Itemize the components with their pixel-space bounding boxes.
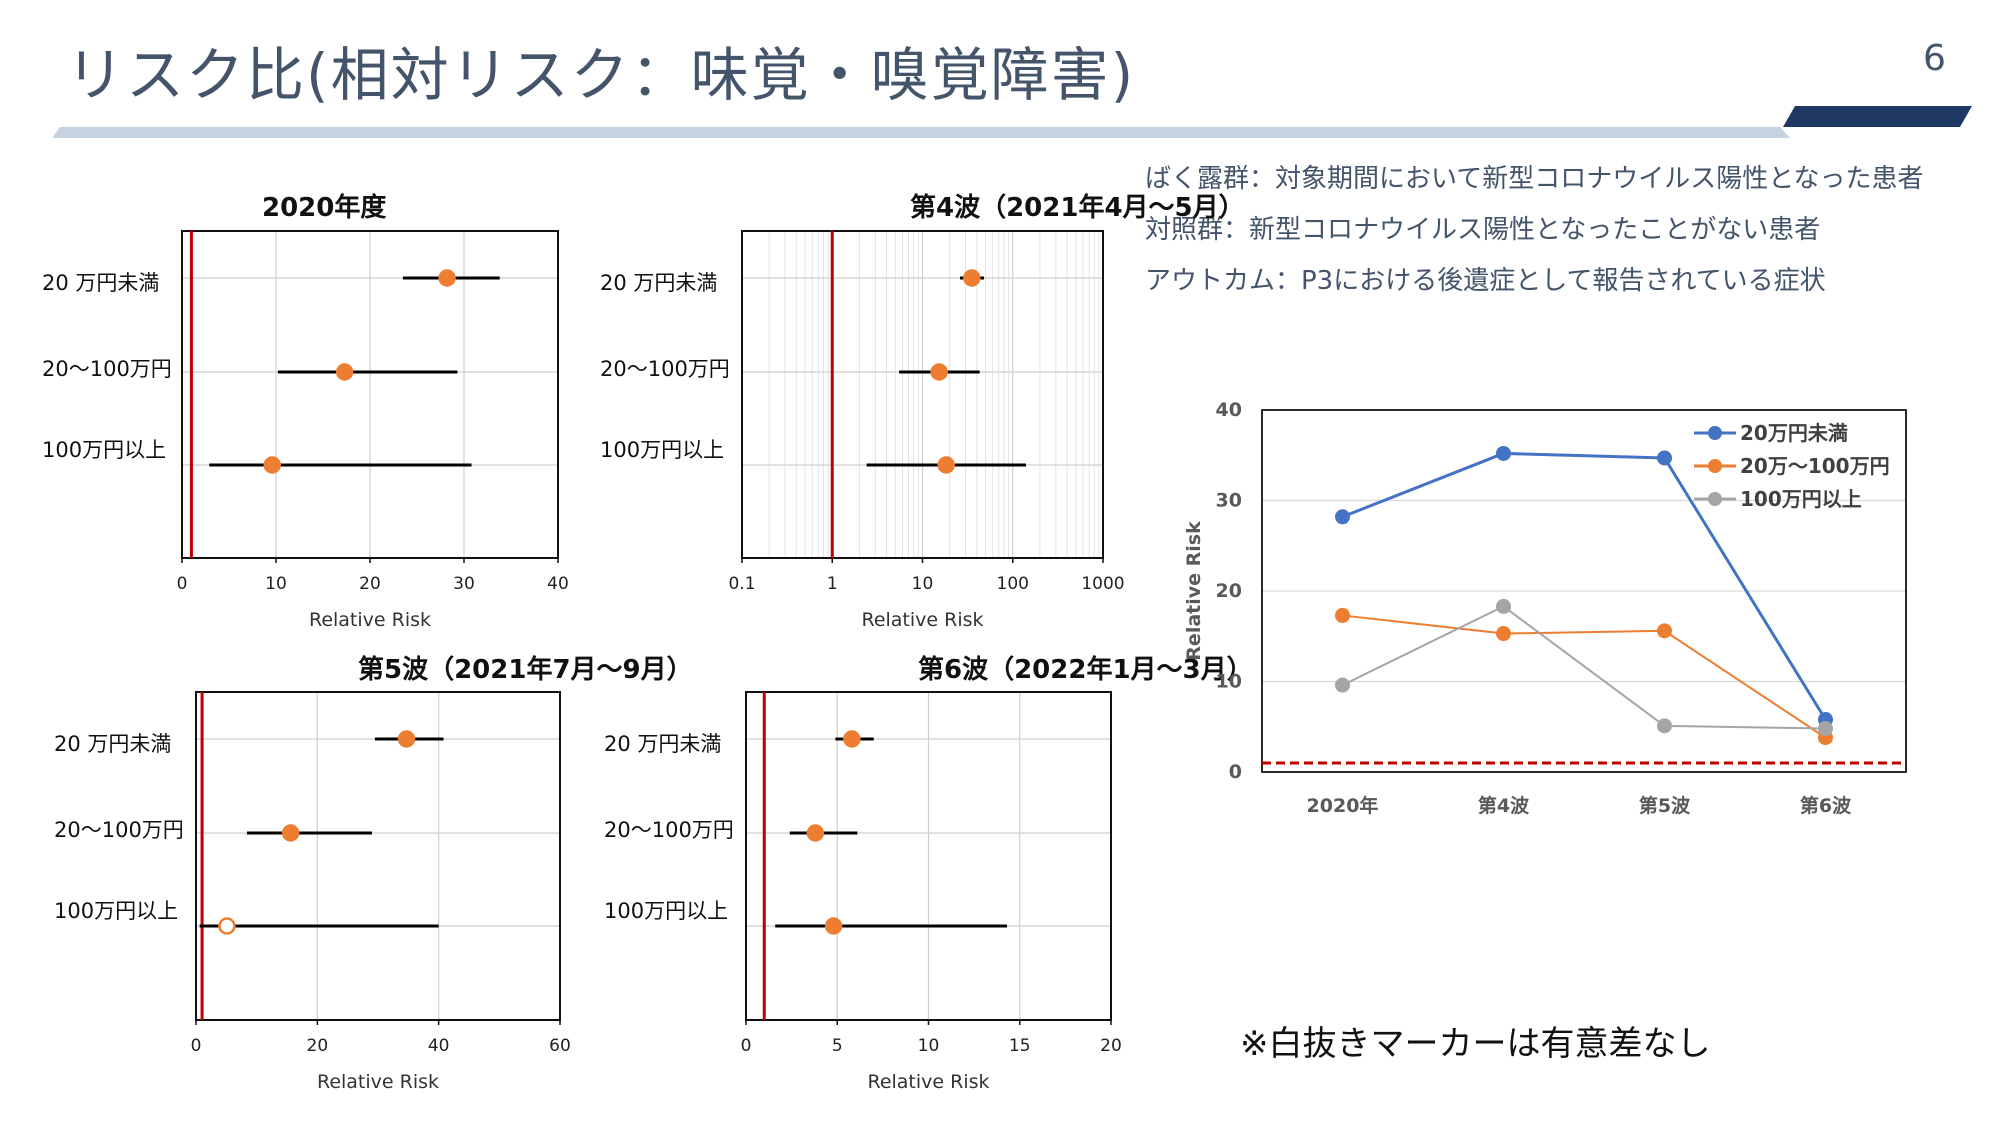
x-tick-label: 0.1 xyxy=(728,574,755,594)
series-point xyxy=(1496,626,1511,642)
y-tick-label: 0 xyxy=(1229,761,1242,783)
x-tick-label: 60 xyxy=(549,1036,571,1056)
estimate-marker xyxy=(930,363,948,381)
row-label: 20〜100万円 xyxy=(42,357,172,381)
line-chart-frame xyxy=(1261,409,1907,773)
forest-title: 2020年度 xyxy=(262,192,386,223)
estimate-marker xyxy=(963,269,981,287)
legend-label: 100万円以上 xyxy=(1740,487,1862,511)
forest-title: 第6波（2022年1月〜3月） xyxy=(918,654,1253,685)
forest-title: 第5波（2021年7月〜9月） xyxy=(358,654,693,685)
x-tick-label: 40 xyxy=(547,574,569,594)
row-label: 20 万円未満 xyxy=(600,271,717,295)
legend-marker xyxy=(1708,459,1722,473)
series-point xyxy=(1335,509,1350,525)
estimate-marker xyxy=(806,824,825,842)
row-label: 20〜100万円 xyxy=(604,818,734,842)
x-tick-label: 0 xyxy=(177,574,188,594)
x-tick-label: 40 xyxy=(428,1036,450,1056)
series-point xyxy=(1818,721,1833,737)
y-tick-label: 10 xyxy=(1216,671,1242,693)
estimate-marker-open xyxy=(218,917,236,935)
series-point xyxy=(1335,677,1350,693)
x-tick-label: 100 xyxy=(997,574,1029,594)
series-point xyxy=(1496,445,1511,461)
legend-label: 20万〜100万円 xyxy=(1740,454,1890,478)
estimate-marker xyxy=(335,363,354,381)
plot-frame xyxy=(195,691,561,1021)
estimate-marker xyxy=(824,917,843,935)
x-category-label: 2020年 xyxy=(1307,794,1379,817)
footnote-open-marker-legend: ※白抜きマーカーは有意差なし xyxy=(1240,1024,1711,1064)
x-axis-label: Relative Risk xyxy=(861,609,983,631)
title-underline-bar xyxy=(52,106,1972,138)
x-tick-label: 20 xyxy=(359,574,381,594)
estimate-marker xyxy=(843,730,861,748)
y-tick-label: 20 xyxy=(1216,580,1242,602)
series-point xyxy=(1335,607,1350,623)
row-label: 20〜100万円 xyxy=(600,357,730,381)
estimate-marker xyxy=(397,730,416,748)
x-category-label: 第4波 xyxy=(1478,794,1530,817)
series-point xyxy=(1657,450,1672,466)
series-line xyxy=(1342,614,1827,739)
y-axis-label: Relative Risk xyxy=(1183,521,1205,661)
y-tick-label: 30 xyxy=(1216,490,1242,512)
row-label: 100万円以上 xyxy=(600,438,724,462)
estimate-marker xyxy=(263,456,281,474)
y-tick-label: 40 xyxy=(1216,399,1242,421)
x-tick-label: 20 xyxy=(307,1036,329,1056)
estimate-marker xyxy=(281,824,300,842)
note-control-group: 対照群：新型コロナウイルス陽性となったことがない患者 xyxy=(1145,215,1821,245)
series-point xyxy=(1657,718,1672,734)
x-tick-label: 0 xyxy=(741,1036,752,1056)
row-label: 20 万円未満 xyxy=(604,732,721,756)
legend-marker xyxy=(1708,492,1722,506)
x-axis-label: Relative Risk xyxy=(867,1071,989,1093)
x-category-label: 第5波 xyxy=(1639,794,1691,817)
x-tick-label: 20 xyxy=(1100,1036,1122,1056)
x-tick-label: 1 xyxy=(827,574,838,594)
legend-marker xyxy=(1708,426,1722,440)
row-label: 100万円以上 xyxy=(42,438,166,462)
x-category-label: 第6波 xyxy=(1800,794,1852,817)
row-label: 100万円以上 xyxy=(54,899,178,923)
estimate-marker xyxy=(438,269,456,287)
row-label: 20 万円未満 xyxy=(54,732,171,756)
note-outcome: アウトカム：P3における後遺症として報告されている症状 xyxy=(1145,266,1826,296)
x-tick-label: 10 xyxy=(265,574,287,594)
x-tick-label: 15 xyxy=(1009,1036,1031,1056)
x-tick-label: 10 xyxy=(918,1036,940,1056)
slide-title: リスク比(相対リスク：味覚・嗅覚障害) xyxy=(66,41,1136,109)
row-label: 20〜100万円 xyxy=(54,818,184,842)
series-line xyxy=(1341,451,1827,721)
x-tick-label: 10 xyxy=(912,574,934,594)
row-label: 20 万円未満 xyxy=(42,271,159,295)
x-tick-label: 30 xyxy=(453,574,475,594)
row-label: 100万円以上 xyxy=(604,899,728,923)
x-tick-label: 1000 xyxy=(1081,574,1124,594)
series-point xyxy=(1657,623,1672,639)
forest-title: 第4波（2021年4月〜5月） xyxy=(910,192,1245,223)
legend-label: 20万円未満 xyxy=(1740,421,1848,445)
study-notes: ばく露群：対象期間において新型コロナウイルス陽性となった患者 対照群：新型コロナ… xyxy=(1145,154,1923,307)
note-exposure-group: ばく露群：対象期間において新型コロナウイルス陽性となった患者 xyxy=(1145,164,1924,194)
estimate-marker xyxy=(937,456,955,474)
page-number: 6 xyxy=(1923,38,1946,79)
series-point xyxy=(1496,598,1511,614)
x-axis-label: Relative Risk xyxy=(309,609,431,631)
x-tick-label: 5 xyxy=(832,1036,843,1056)
series-line xyxy=(1342,605,1826,730)
x-axis-label: Relative Risk xyxy=(317,1071,439,1093)
x-tick-label: 0 xyxy=(191,1036,202,1056)
